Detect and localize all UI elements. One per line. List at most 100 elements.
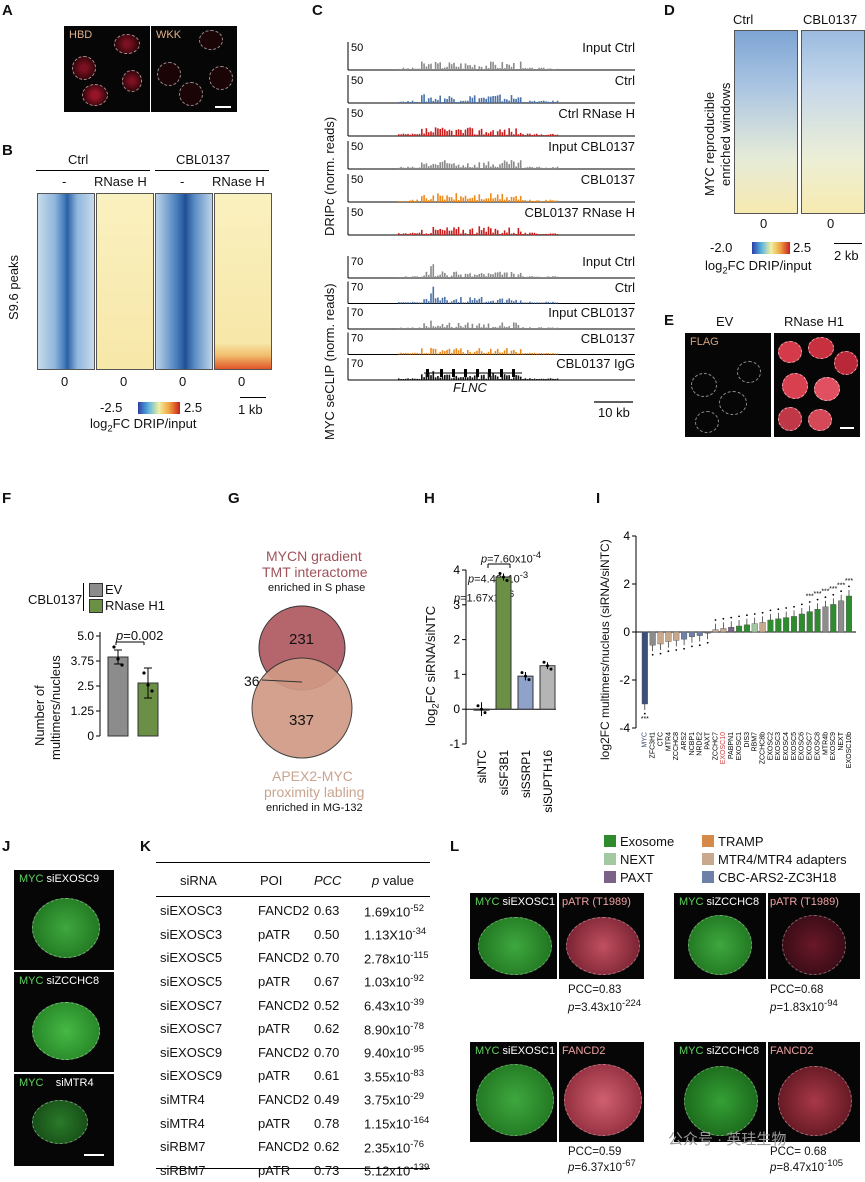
track-bar [411,100,414,103]
track-bar [519,195,522,202]
track-bar [437,297,439,304]
table-cell: FANCD2 [258,903,310,919]
track-label: CBL0137 [580,330,635,346]
track-bar [430,131,432,136]
track-scale: 70 [351,358,363,370]
track-bar [492,232,494,235]
track-bar [467,163,469,169]
track-bar [545,135,547,136]
track-bar [506,99,508,103]
table-cell: 0.52 [314,997,340,1013]
x-tick-label: EXOSC8 [814,732,821,761]
track-bar [513,63,515,70]
bar-ev [107,656,129,737]
track-bar [414,276,416,278]
track-bar [531,232,533,235]
track-bar [533,276,536,278]
track-bar [416,199,418,202]
bar [649,631,656,646]
track-bar [549,378,552,380]
track-bar [453,199,455,202]
track-bar [526,353,529,355]
nucleus [814,377,840,401]
panel-e-ev-image: FLAG [685,333,771,437]
track-bar [519,272,522,278]
nucleus [32,1100,88,1144]
track-bar [501,62,504,70]
x-tick-label: ZCCHC8b [759,732,766,764]
track-bar [547,353,550,355]
track-bar [554,353,556,355]
track-bar [469,198,471,202]
y-tick-label: 2 [623,577,630,591]
track-bar [556,353,559,355]
panel-label-a: A [2,2,13,19]
track-bar [501,132,504,136]
panel-g-bottom-only: 337 [289,712,315,729]
track-bar [432,226,435,235]
track-bar [467,274,469,278]
track-bar [434,298,437,304]
track-bar [529,100,531,103]
track-bar [542,100,545,103]
track-bar [427,234,430,235]
track-bar [499,271,501,278]
track-bar [549,327,552,329]
track-bar [552,233,554,235]
track-bar [540,302,543,304]
track-bar [414,102,416,103]
track-bar [496,131,499,136]
track-bar [402,201,405,202]
table-cell: 0.50 [314,926,340,942]
track-bar [499,164,501,169]
track-bar [478,226,481,235]
track-bar [510,66,513,70]
track-bar [515,299,517,304]
track-bar [540,378,543,380]
track-bar [448,277,451,278]
track-bar [517,134,520,136]
track-bar [448,302,451,304]
panel-b-ylabel: S9.6 peaks [6,254,21,320]
x-tick-label: EXOSC10b [846,732,853,768]
track-bar [462,302,464,304]
bar [790,616,798,633]
panel-b-xtick: 0 [238,374,246,389]
track-bar [515,166,517,169]
bar [783,617,790,633]
track-bar [480,168,483,169]
track-bar [524,167,527,169]
track-bar [430,63,432,70]
track-bar [506,299,508,304]
track-bar [542,277,545,278]
track-bar [515,98,517,103]
table-cell: 0.62 [314,1139,340,1155]
panel-l-poi: FANCD2 [770,1045,814,1057]
track-bar [545,233,547,235]
track-bar [547,68,550,70]
track-bar [508,277,510,278]
track-bar [434,61,437,70]
nucleus [72,56,96,80]
track-bar [492,353,494,355]
track-bar [501,352,504,355]
track-bar [524,327,527,329]
legend-swatch-rnase [89,599,103,613]
scale-bar [84,1154,104,1156]
track-bar [545,101,547,103]
track-bar [409,134,412,136]
scale-bar [840,427,854,429]
track-bar [407,133,409,136]
panel-l-label: MYC siEXOSC1 [475,896,556,908]
track-bar [444,374,446,380]
track-bar [471,97,474,103]
track-bar [404,328,407,329]
track-bar [522,68,524,70]
track-bar [536,102,538,103]
track-bar [536,233,538,235]
track-bar [450,378,453,380]
track-bar [464,375,467,380]
track-bar [414,352,416,355]
track-bar [441,271,444,278]
table-cell: siEXOSC5 [160,950,223,966]
